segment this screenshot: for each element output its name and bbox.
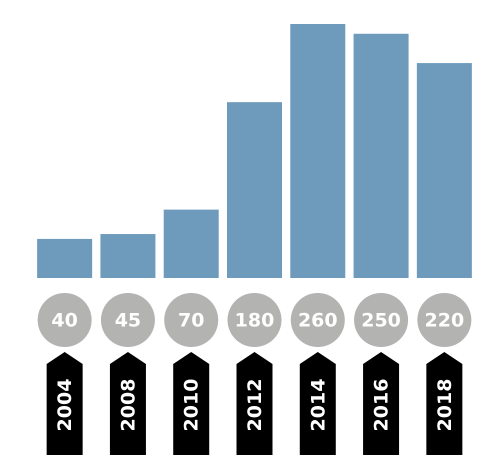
x-tick-label: 2008 <box>117 379 139 432</box>
value-label: 40 <box>51 310 77 332</box>
year-tag <box>173 352 210 455</box>
value-label: 220 <box>425 310 465 332</box>
year-tag <box>363 352 400 455</box>
x-tick-label: 2004 <box>54 379 76 432</box>
x-tick-label: 2012 <box>244 379 266 432</box>
value-label: 70 <box>178 310 204 332</box>
value-badge <box>164 293 219 347</box>
value-badge <box>37 293 92 347</box>
x-tick-label: 2016 <box>371 379 393 432</box>
year-tag <box>46 352 83 455</box>
value-label: 180 <box>235 310 275 332</box>
year-tag <box>299 352 336 455</box>
x-tick-label: 2018 <box>434 379 456 432</box>
bar <box>227 102 282 279</box>
bar <box>163 209 219 278</box>
x-tick-label: 2014 <box>307 379 329 432</box>
value-badge <box>417 293 472 347</box>
bar <box>37 238 93 278</box>
bar <box>100 234 156 278</box>
value-label: 45 <box>115 310 141 332</box>
value-label: 260 <box>298 310 338 332</box>
value-badge <box>100 293 155 347</box>
bar <box>353 33 409 279</box>
x-tick-label: 2010 <box>181 379 203 432</box>
value-badge <box>354 293 409 347</box>
bar <box>416 63 472 279</box>
year-tag <box>426 352 463 455</box>
value-label: 250 <box>361 310 401 332</box>
value-badge <box>227 293 282 347</box>
bar <box>290 24 346 278</box>
year-tag <box>109 352 146 455</box>
year-tag <box>236 352 273 455</box>
value-badge <box>290 293 345 347</box>
